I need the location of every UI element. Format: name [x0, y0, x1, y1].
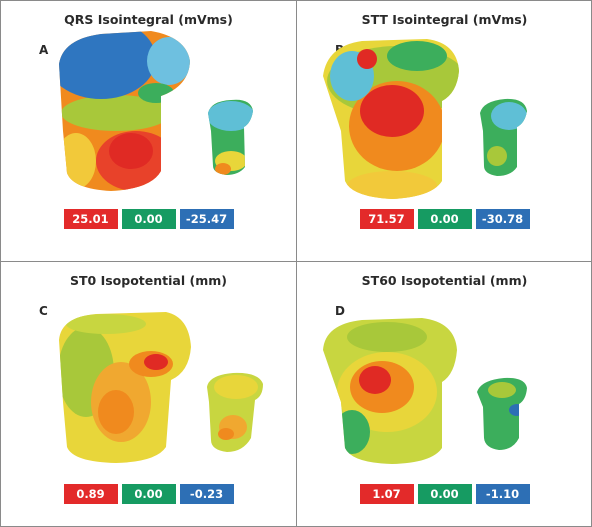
- zero-value-badge: 0.00: [417, 484, 472, 504]
- min-value-badge: -1.10: [475, 484, 530, 504]
- back-torso-map: [208, 99, 253, 175]
- min-value-badge: -25.47: [179, 209, 234, 229]
- panel-title: STT Isointegral (mVms): [361, 12, 528, 27]
- back-torso-map: [480, 98, 527, 176]
- front-torso-map: [323, 39, 459, 199]
- panel-title: ST60 Isopotential (mm): [361, 273, 528, 288]
- panel-title: QRS Isointegral (mVms): [64, 12, 233, 27]
- torso-maps: [323, 39, 527, 199]
- panel-title: ST0 Isopotential (mm): [70, 273, 227, 288]
- max-value-badge: 71.57: [359, 209, 414, 229]
- max-value-badge: 0.89: [63, 484, 118, 504]
- zero-value-badge: 0.00: [121, 484, 176, 504]
- panel-c: ST0 Isopotential (mm) C: [1, 262, 296, 522]
- front-torso-map: [323, 318, 457, 464]
- value-legend: 1.07 0.00 -1.10: [297, 484, 592, 504]
- value-legend: 71.57 0.00 -30.78: [297, 209, 592, 229]
- zero-value-badge: 0.00: [417, 209, 472, 229]
- value-legend: 25.01 0.00 -25.47: [1, 209, 296, 229]
- panel-b: STT Isointegral (mVms) B: [297, 1, 592, 261]
- panel-a: QRS Isointegral (mVms) A: [1, 1, 296, 261]
- torso-maps: [59, 31, 253, 191]
- divider-vertical: [296, 1, 297, 526]
- min-value-badge: -0.23: [179, 484, 234, 504]
- zero-value-badge: 0.00: [121, 209, 176, 229]
- panel-d: ST60 Isopotential (mm) D 1.07: [297, 262, 592, 522]
- panel-letter: A: [39, 43, 49, 57]
- front-torso-map: [59, 312, 191, 463]
- min-value-badge: -30.78: [475, 209, 530, 229]
- torso-maps: [59, 312, 263, 463]
- panel-letter: D: [335, 304, 345, 318]
- value-legend: 0.89 0.00 -0.23: [1, 484, 296, 504]
- max-value-badge: 1.07: [359, 484, 414, 504]
- max-value-badge: 25.01: [63, 209, 118, 229]
- torso-maps: [323, 318, 527, 464]
- back-torso-map: [477, 377, 527, 450]
- back-torso-map: [207, 372, 263, 452]
- divider-horizontal: [1, 261, 591, 262]
- panel-letter: C: [39, 304, 48, 318]
- front-torso-map: [59, 31, 190, 191]
